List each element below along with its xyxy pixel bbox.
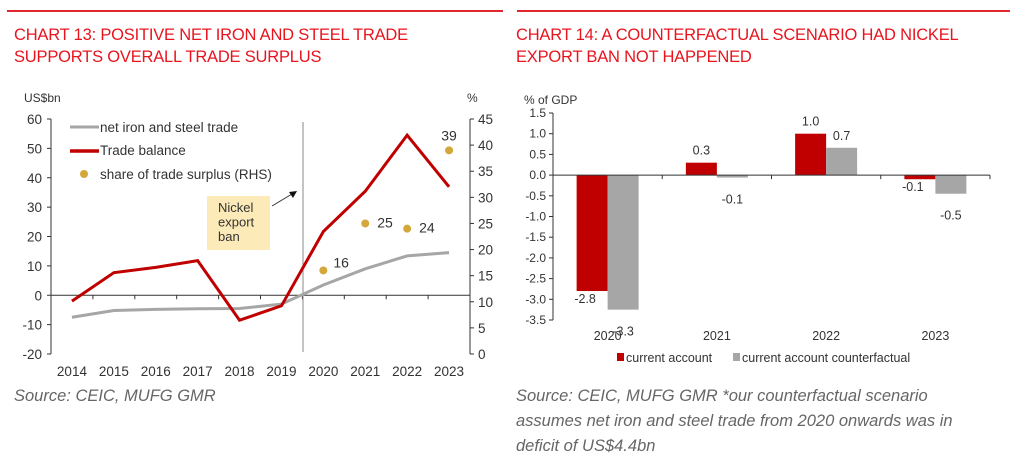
x-tick-label: 2018: [225, 364, 255, 379]
y-tick-label: 1.0: [529, 127, 546, 141]
annotation-arrow: [271, 193, 293, 207]
bar-value-label: -0.5: [940, 209, 962, 223]
x-tick-label: 2020: [594, 329, 622, 343]
left-tick-label: 40: [27, 171, 42, 186]
arrowhead-icon: [289, 191, 297, 198]
annotation-text: ban: [218, 229, 240, 244]
y-axis-unit: % of GDP: [524, 93, 577, 107]
bar-current-account: [904, 175, 936, 180]
chart14-source: Source: CEIC, MUFG GMR *our counterfactu…: [516, 384, 1016, 459]
share-label: 24: [419, 220, 435, 236]
bar-value-label: 1.0: [802, 115, 819, 129]
x-tick-label: 2022: [812, 329, 840, 343]
left-header-rule: [7, 10, 503, 12]
source-line: Source: CEIC, MUFG GMR *our counterfactu…: [516, 387, 928, 405]
bar-current-account: [685, 162, 717, 176]
right-tick-label: 20: [478, 243, 493, 258]
left-tick-label: 20: [27, 230, 42, 245]
bar-value-label: -3.3: [612, 325, 634, 339]
x-tick-label: 2020: [308, 364, 338, 379]
share-point: [445, 146, 454, 155]
y-tick-label: 0.0: [529, 168, 546, 182]
y-tick-label: 1.5: [529, 106, 546, 120]
y-tick-label: -2.0: [525, 251, 546, 265]
right-tick-label: 35: [478, 164, 493, 179]
right-tick-label: 45: [478, 112, 493, 127]
left-tick-label: -20: [22, 347, 42, 362]
bar-value-label: 0.3: [693, 144, 710, 158]
bar-value-label: -2.8: [574, 292, 596, 306]
legend-swatch-current-account: [617, 353, 624, 361]
legend-swatch-share: [80, 170, 88, 178]
y-tick-label: -1.0: [525, 210, 546, 224]
right-tick-label: 15: [478, 269, 493, 284]
share-label: 25: [377, 214, 393, 230]
series-line-net-iron-steel: [71, 251, 450, 319]
share-label: 16: [333, 254, 349, 270]
legend-label: current account counterfactual: [742, 351, 910, 365]
left-tick-label: 10: [27, 259, 42, 274]
left-tick-label: 30: [27, 200, 42, 215]
right-tick-label: 10: [478, 295, 493, 310]
x-tick-label: 2015: [99, 364, 129, 379]
y-tick-label: -0.5: [525, 189, 546, 203]
legend-label: share of trade surplus (RHS): [100, 167, 272, 182]
share-point: [403, 224, 412, 233]
x-tick-label: 2023: [921, 329, 949, 343]
x-tick-label: 2014: [57, 364, 88, 379]
bar-current-account: [576, 175, 608, 292]
x-tick-label: 2019: [266, 364, 296, 379]
share-point: [361, 219, 370, 228]
legend-label: net iron and steel trade: [100, 120, 238, 135]
y-tick-label: -2.5: [525, 272, 546, 286]
y-tick-label: -1.5: [525, 230, 546, 244]
annotation-text: export: [218, 215, 255, 230]
x-tick-label: 2016: [141, 364, 171, 379]
x-tick-label: 2022: [392, 364, 422, 379]
source-line: deficit of US$4.4bn: [516, 437, 656, 455]
y-tick-label: -3.0: [525, 292, 546, 306]
right-header-rule: [517, 10, 1010, 12]
bar-counterfactual: [716, 175, 748, 178]
x-tick-label: 2021: [350, 364, 380, 379]
x-tick-label: 2023: [434, 364, 464, 379]
right-tick-label: 25: [478, 216, 493, 231]
share-point: [319, 266, 328, 275]
bar-value-label: -0.1: [722, 193, 744, 207]
bar-counterfactual: [607, 175, 639, 310]
right-tick-label: 30: [478, 190, 493, 205]
series-line-trade-balance: [71, 132, 451, 323]
left-tick-label: 0: [34, 288, 42, 303]
right-tick-label: 40: [478, 138, 493, 153]
share-label: 39: [441, 127, 457, 143]
bar-counterfactual: [826, 147, 858, 176]
right-axis-unit: %: [467, 91, 478, 105]
left-axis-unit: US$bn: [24, 91, 61, 105]
right-tick-label: 5: [478, 321, 486, 336]
x-tick-label: 2017: [183, 364, 213, 379]
chart13-source: Source: CEIC, MUFG GMR: [14, 387, 216, 405]
y-tick-label: 0.5: [529, 147, 546, 161]
source-line: assumes net iron and steel trade from 20…: [516, 412, 953, 430]
left-tick-label: 50: [27, 141, 42, 156]
bar-counterfactual: [935, 175, 967, 194]
x-tick-label: 2021: [703, 329, 731, 343]
left-tick-label: -10: [22, 318, 42, 333]
y-tick-label: -3.5: [525, 313, 546, 327]
legend-label: current account: [626, 351, 713, 365]
bar-value-label: -0.1: [902, 180, 924, 194]
annotation-box: [207, 196, 270, 250]
chart13-title: CHART 13: POSITIVE NET IRON AND STEEL TR…: [14, 26, 408, 66]
annotation-text: Nickel: [218, 200, 254, 215]
right-tick-label: 0: [478, 347, 486, 362]
chart14-title: CHART 14: A COUNTERFACTUAL SCENARIO HAD …: [516, 26, 958, 66]
legend-label: Trade balance: [100, 143, 186, 158]
legend-swatch-counterfactual: [733, 353, 740, 361]
bar-value-label: 0.7: [833, 129, 850, 143]
left-tick-label: 60: [27, 112, 42, 127]
bar-current-account: [795, 133, 827, 176]
